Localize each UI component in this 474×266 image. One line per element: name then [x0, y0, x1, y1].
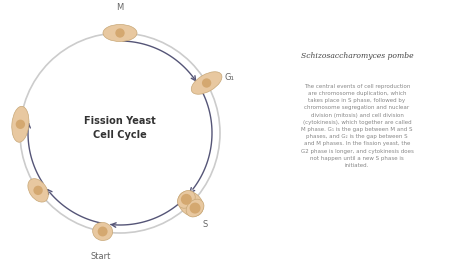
- Ellipse shape: [98, 227, 108, 236]
- Ellipse shape: [28, 179, 48, 202]
- Ellipse shape: [103, 24, 137, 41]
- Text: Fission Yeast
Cell Cycle: Fission Yeast Cell Cycle: [84, 116, 156, 140]
- Text: G₁: G₁: [224, 73, 234, 81]
- Text: S: S: [202, 220, 208, 229]
- Ellipse shape: [177, 190, 195, 208]
- Ellipse shape: [33, 186, 43, 195]
- Ellipse shape: [190, 203, 201, 214]
- Text: The central events of cell reproduction
are chromosome duplication, which
takes : The central events of cell reproduction …: [301, 84, 413, 168]
- Ellipse shape: [16, 120, 25, 129]
- Ellipse shape: [202, 78, 211, 88]
- Ellipse shape: [92, 222, 113, 240]
- Ellipse shape: [12, 106, 29, 142]
- Text: M: M: [117, 2, 124, 11]
- Ellipse shape: [181, 194, 192, 205]
- Ellipse shape: [191, 72, 222, 94]
- Text: Start: Start: [91, 252, 111, 261]
- Text: Schizosaccharomyces pombe: Schizosaccharomyces pombe: [301, 52, 413, 60]
- Ellipse shape: [178, 191, 203, 216]
- Ellipse shape: [186, 199, 204, 217]
- Ellipse shape: [115, 28, 125, 38]
